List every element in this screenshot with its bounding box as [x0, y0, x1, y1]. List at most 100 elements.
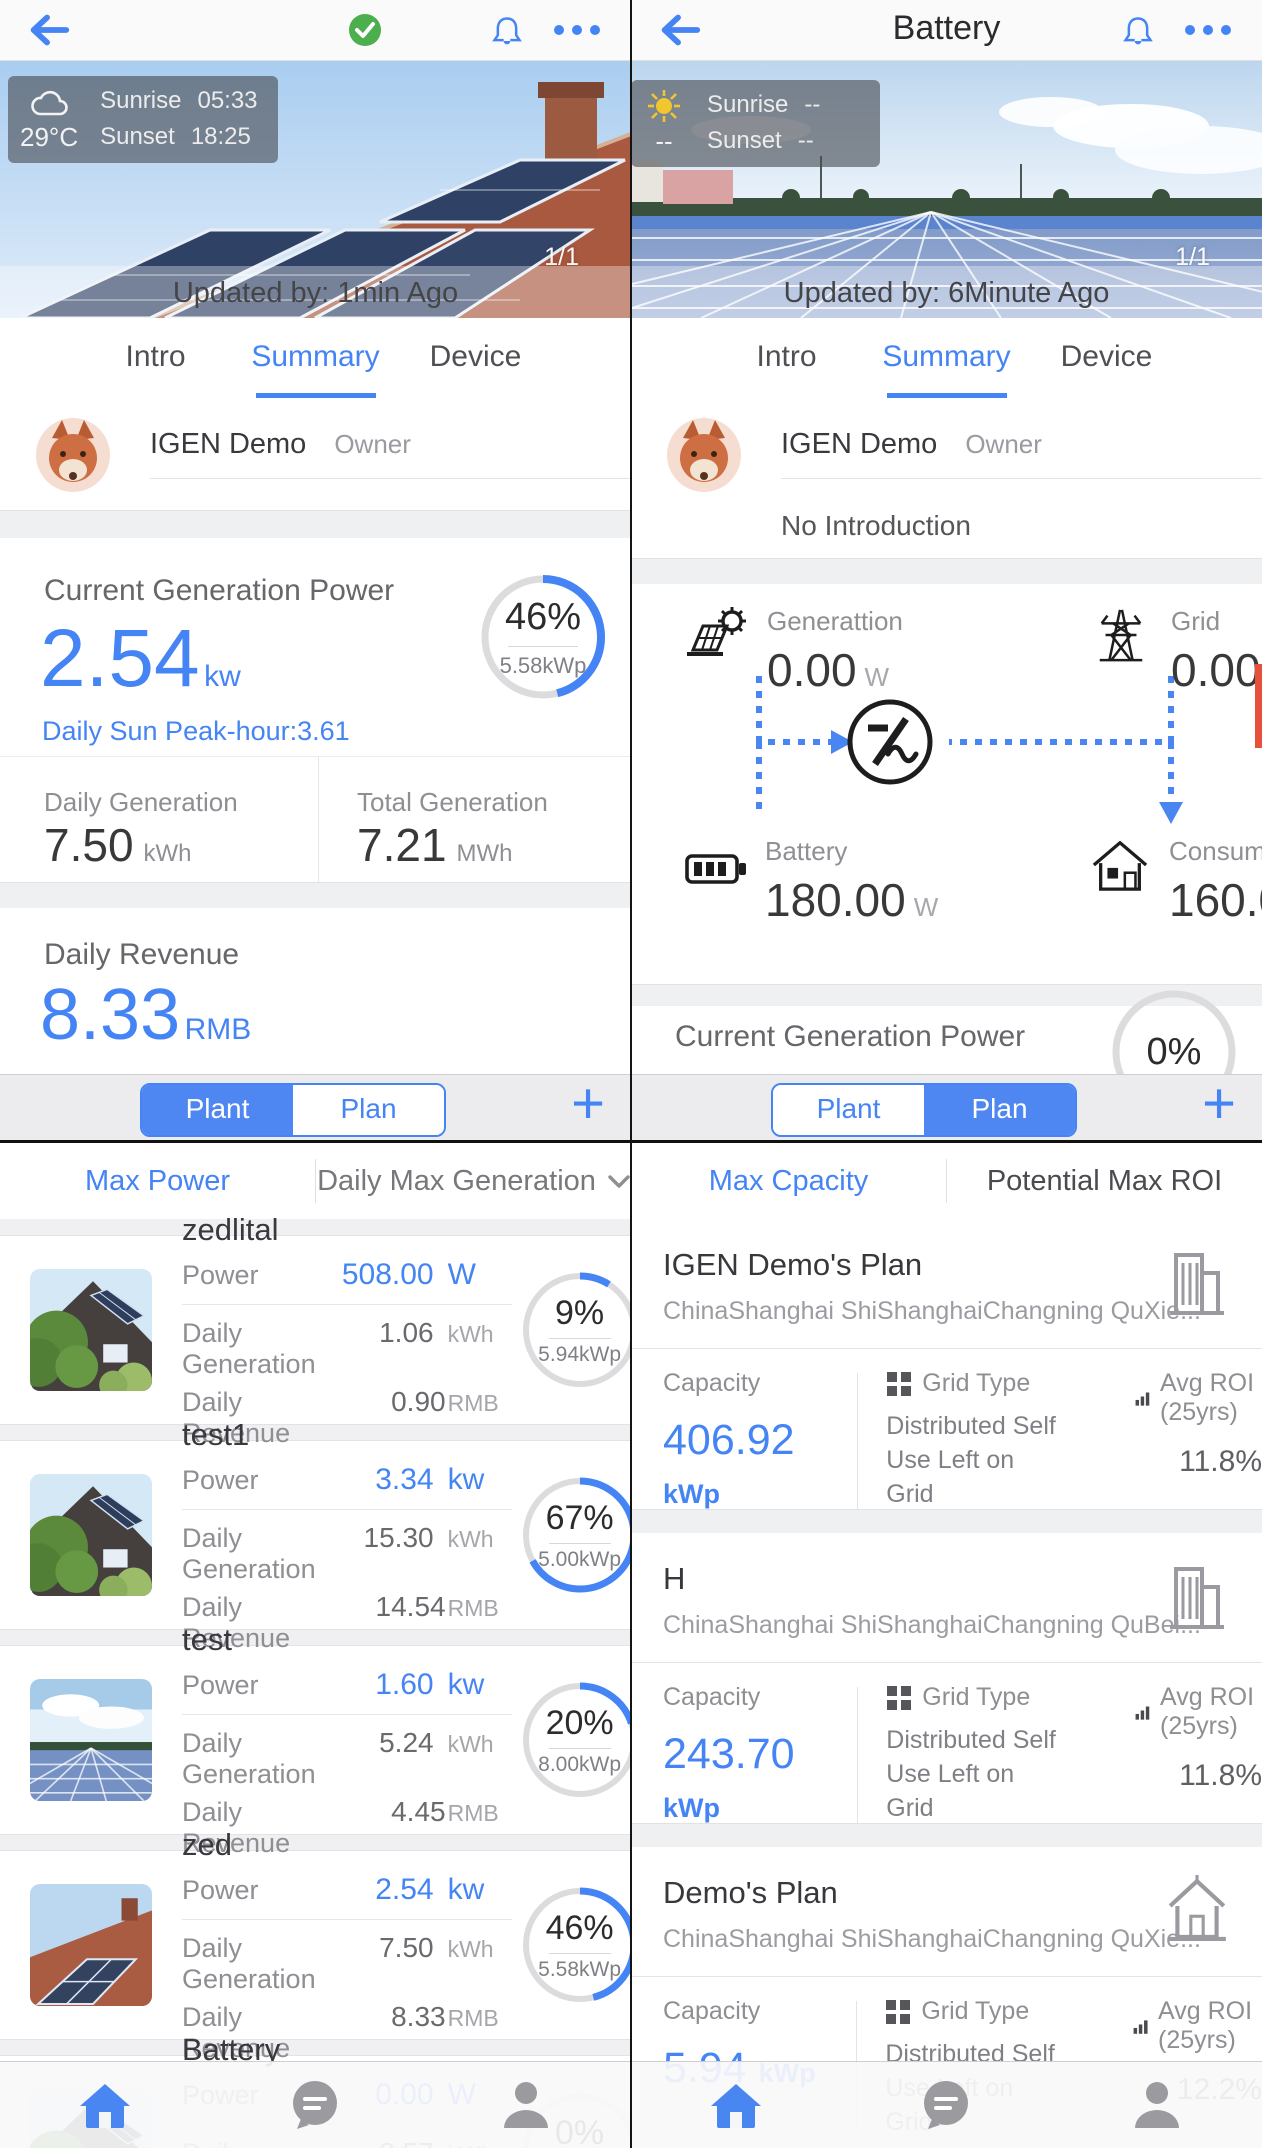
divider [857, 1373, 859, 1510]
avg-roi-value: 11.8% [1179, 1445, 1262, 1478]
plant-list-item[interactable]: zedlital Power 508.00 W Daily Generation 1.… [0, 1212, 631, 1448]
updated-band: Updated by: 6Minute Ago [631, 266, 1262, 318]
owner-profile-row[interactable]: IGEN Demo Owner No Introduction [631, 398, 1262, 558]
dg-unit: kWh [447, 1320, 494, 1347]
plant-list-item[interactable]: zed Power 2.54 kw Daily Generation 7.50 kWh … [0, 1827, 631, 2063]
flow-node-consumption: Consumption 160.00W [1089, 836, 1262, 927]
generation-label: Generattion [767, 606, 903, 636]
segmented-bar: Plant Plan + [0, 1074, 631, 1141]
grid-label: Grid [1171, 606, 1221, 636]
plant-name: test1 [182, 1416, 250, 1452]
daily-revenue-value: 8.33 [40, 975, 181, 1055]
tab-summary[interactable]: Summary [867, 318, 1027, 398]
notifications-bell-icon[interactable] [487, 11, 527, 51]
owner-intro: No Introduction [781, 510, 971, 541]
chat-icon [922, 2079, 971, 2131]
nav-messages[interactable] [841, 2062, 1051, 2148]
sort-max-power[interactable]: Max Power [84, 1164, 231, 1197]
solar-panel-gear-icon [685, 606, 748, 656]
notifications-bell-icon[interactable] [1118, 11, 1158, 51]
owner-profile-row[interactable]: IGEN Demo Owner [0, 398, 631, 510]
plant-list-item[interactable]: test1 Power 3.34 kw Daily Generation 15.30 k… [0, 1417, 631, 1653]
back-icon[interactable] [657, 12, 703, 48]
segment-plant[interactable]: Plant [773, 1085, 924, 1135]
cloud-icon [31, 90, 68, 116]
nav-profile[interactable] [421, 2062, 631, 2148]
detail-tabs: Intro Summary Device [631, 318, 1262, 399]
grid-tower-icon [1098, 608, 1144, 662]
building-icon [1168, 1567, 1226, 1629]
weather-chip: -- Sunrise -- Sunset -- [631, 80, 881, 167]
plan-card[interactable]: IGEN Demo's Plan ChinaShanghai ShiShangh… [631, 1219, 1262, 1510]
temperature: -- [655, 126, 673, 156]
avg-roi-value: 11.8% [1179, 1759, 1262, 1792]
avg-roi-label: Avg ROI (25yrs) [1160, 1683, 1255, 1740]
status-check-icon [347, 12, 383, 48]
sunrise-label: Sunrise [100, 86, 182, 114]
avg-roi-label: Avg ROI (25yrs) [1160, 1369, 1255, 1426]
sort-dropdown[interactable]: Daily Max Generation [316, 1165, 631, 1198]
daily-revenue-card: Daily Revenue 8.33 RMB [0, 908, 631, 1074]
capacity-gauge: 0% [1108, 986, 1240, 1074]
bottom-nav [631, 2061, 1262, 2148]
list-gap [0, 1424, 631, 1441]
home-icon [711, 2084, 762, 2128]
plant-hero-photo: -- Sunrise -- Sunset -- 1/1 Updated by: 6M… [631, 60, 1262, 318]
dr-label: Daily Revenue [182, 1796, 291, 1858]
panel-battery-summary: Battery [631, 0, 1262, 1074]
sunset-value: -- [797, 126, 814, 154]
divider [182, 1303, 512, 1305]
power-label: Power [182, 1259, 259, 1290]
plan-card[interactable]: H ChinaShanghai ShiShanghaiChangning QuB… [631, 1533, 1262, 1824]
gauge-percent: 46% [545, 1908, 614, 1947]
nav-profile[interactable] [1052, 2062, 1262, 2148]
nav-messages[interactable] [210, 2062, 420, 2148]
dg-value: 1.06 [379, 1316, 434, 1348]
avatar[interactable] [36, 418, 110, 492]
total-generation-cell: Total Generation 7.21 MWh [318, 757, 631, 882]
tab-summary[interactable]: Summary [236, 318, 396, 398]
tab-device[interactable]: Device [1060, 340, 1153, 373]
power-value: 508.00 [341, 1257, 434, 1291]
dr-label: Daily Revenue [182, 1386, 291, 1448]
gauge-percent: 46% [504, 595, 582, 638]
tab-potential-roi[interactable]: Potential Max ROI [986, 1164, 1223, 1197]
tab-intro[interactable]: Intro [125, 340, 186, 373]
dg-label: Daily Generation [182, 1317, 316, 1379]
more-menu-icon[interactable] [551, 22, 603, 38]
daily-generation-unit: kWh [143, 840, 192, 867]
flow-node-grid: Grid 0.00W [1089, 606, 1262, 697]
temperature: 29°C [20, 122, 79, 152]
nav-home[interactable] [0, 2062, 210, 2148]
back-icon[interactable] [26, 12, 72, 48]
sun-peak-note: Daily Sun Peak-hour:3.61 [42, 716, 350, 746]
avatar[interactable] [667, 418, 741, 492]
gauge-capacity: 5.58kWp [499, 652, 587, 678]
more-menu-icon[interactable] [1182, 22, 1234, 38]
power-unit: W [447, 1257, 476, 1291]
power-unit: kw [447, 1872, 485, 1906]
chat-icon [291, 2079, 340, 2131]
divider [150, 478, 631, 479]
home-icon [80, 2084, 131, 2128]
gauge-percent: 0% [1146, 1030, 1202, 1073]
add-button[interactable]: + [571, 1074, 605, 1136]
dr-value: 4.45 [391, 1795, 446, 1827]
dg-label: Daily Generation [182, 1727, 316, 1789]
plant-list-item[interactable]: test Power 1.60 kw Daily Generation 5.24 kWh… [0, 1622, 631, 1858]
nav-home[interactable] [631, 2062, 841, 2148]
add-button[interactable]: + [1202, 1074, 1236, 1136]
plan-address: ChinaShanghai ShiShanghaiChangning QuXie… [663, 1925, 1201, 1953]
capacity-label: Capacity [663, 1369, 761, 1397]
power-unit: kw [447, 1462, 485, 1496]
grid-type-value: Distributed Self Use Left on Grid [886, 1726, 1056, 1822]
section-gap [631, 1509, 1262, 1535]
tab-intro[interactable]: Intro [756, 340, 817, 373]
tab-max-capacity[interactable]: Max Cpacity [708, 1164, 869, 1197]
segment-plan[interactable]: Plan [924, 1085, 1075, 1135]
plan-tabs-row: Max Cpacity Potential Max ROI [631, 1143, 1262, 1220]
segment-plant[interactable]: Plant [142, 1085, 293, 1135]
segment-plan[interactable]: Plan [293, 1085, 444, 1135]
tab-device[interactable]: Device [429, 340, 522, 373]
capacity-gauge: 46% 5.58kWp [477, 571, 609, 703]
